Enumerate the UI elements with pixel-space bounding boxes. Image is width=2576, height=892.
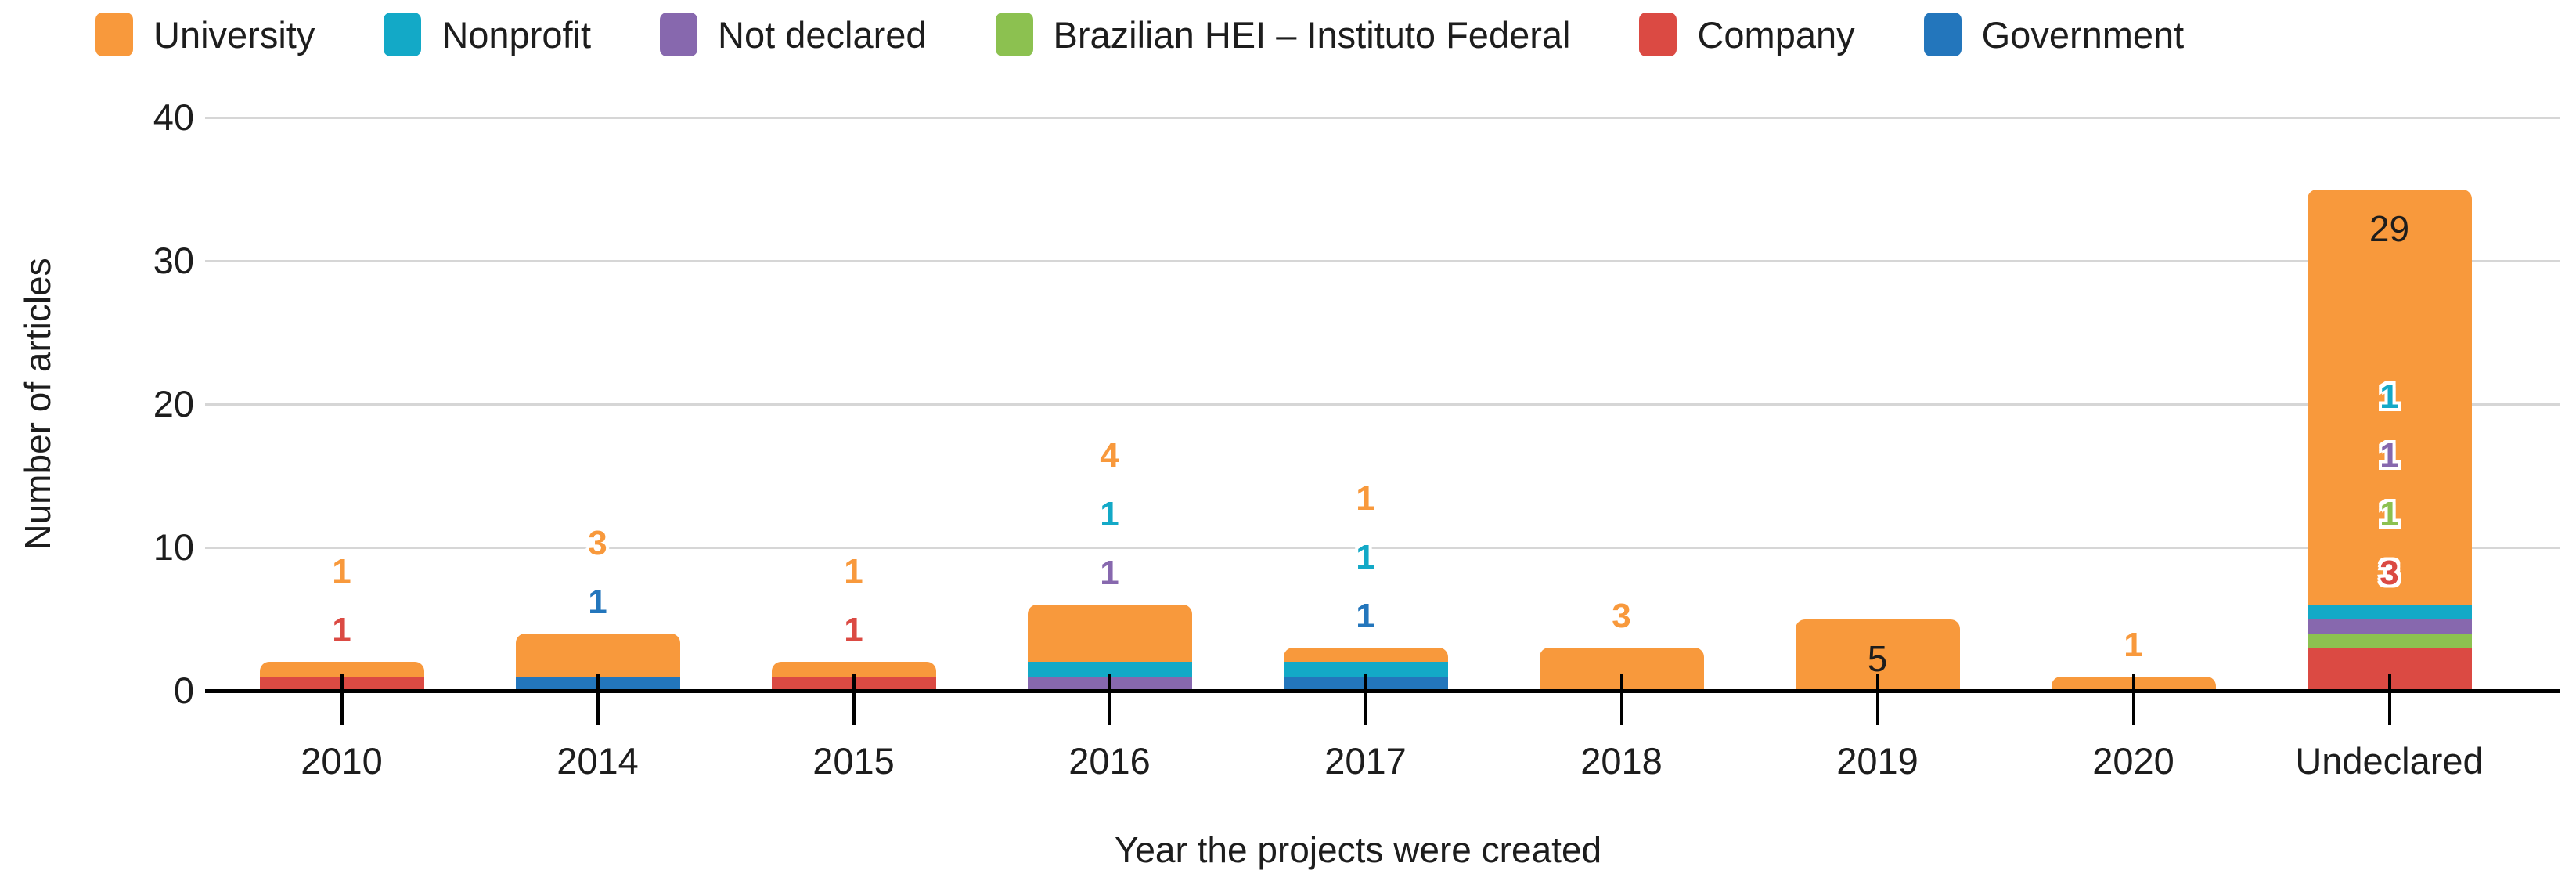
x-tick-label: 2017 (1324, 740, 1407, 782)
bar-segment (2307, 605, 2472, 619)
gridline (205, 116, 2560, 119)
bar-segment (1027, 662, 1192, 677)
legend-swatch-university (95, 13, 133, 56)
gridline (205, 546, 2560, 549)
x-axis-tick (1108, 674, 1111, 725)
legend-item: Company (1639, 13, 1855, 56)
bar-segment (2307, 633, 2472, 648)
legend-swatch-nonprofit (384, 13, 422, 56)
legend-item: University (95, 13, 315, 56)
legend-swatch-not-declared (660, 13, 698, 56)
y-tick-label: 30 (153, 240, 194, 281)
x-axis-tick (340, 674, 344, 725)
legend-label: Company (1697, 13, 1855, 56)
x-tick-label: 2019 (1836, 740, 1918, 782)
bar-segment (1283, 662, 1448, 677)
gridline (205, 259, 2560, 262)
bar-annotation: 1 (588, 582, 607, 621)
bar-segment (515, 633, 680, 677)
y-tick-label: 0 (173, 670, 194, 711)
bar-annotation: 4 (1100, 436, 1119, 475)
bar-annotation: 1 (844, 552, 863, 591)
bar-annotation: 1 (332, 552, 351, 591)
bar-annotation: 1 (1100, 495, 1119, 534)
legend-swatch-government (1923, 13, 1962, 56)
bar-annotation: 1 (2380, 495, 2399, 534)
legend-label: University (153, 13, 315, 56)
x-tick-label: 2015 (812, 740, 895, 782)
x-tick-label: 2020 (2092, 740, 2174, 782)
legend-label: Nonprofit (441, 13, 592, 56)
y-tick-label: 20 (153, 383, 194, 424)
x-axis-tick (1619, 674, 1623, 725)
bar-annotation: 1 (2380, 436, 2399, 475)
bar-segment (2307, 189, 2472, 605)
bar-segment (1027, 605, 1192, 663)
legend-item: Government (1923, 13, 2185, 56)
legend-label: Government (1981, 13, 2185, 56)
legend-swatch-brazilian-hei-instituto-federal (995, 13, 1033, 56)
bar-annotation: 1 (1100, 554, 1119, 593)
legend-item: Not declared (660, 13, 927, 56)
bar-segment (771, 662, 936, 677)
legend-swatch-company (1639, 13, 1677, 56)
chart-legend: University Nonprofit Not declared Brazilian… (95, 13, 2184, 56)
legend-label: Not declared (718, 13, 927, 56)
legend-item: Brazilian HEI – Instituto Federal (995, 13, 1571, 56)
x-tick-label: 2010 (301, 740, 383, 782)
x-axis-tick (2387, 674, 2391, 725)
bar-segment (1283, 648, 1448, 663)
y-tick-label: 40 (153, 96, 194, 138)
x-axis-tick (2131, 674, 2135, 725)
x-axis-tick (852, 674, 856, 725)
bar-annotation: 1 (1356, 538, 1375, 577)
legend-label: Brazilian HEI – Instituto Federal (1053, 13, 1571, 56)
bar-annotation: 1 (1356, 479, 1375, 518)
bar-annotation: 1 (844, 611, 863, 650)
bar-annotation: 3 (1612, 597, 1631, 636)
gridline (205, 403, 2560, 406)
x-axis-baseline (205, 688, 2560, 693)
bar-annotation: 1 (1356, 597, 1375, 636)
x-axis-tick (1875, 674, 1879, 725)
y-tick-label: 10 (153, 526, 194, 568)
bar-annotation: 29 (2369, 208, 2410, 249)
bar-annotation: 3 (2380, 554, 2399, 593)
bar-annotation: 1 (2380, 377, 2399, 417)
bar-segment (259, 662, 424, 677)
x-axis-title: Year the projects were created (1114, 829, 1602, 870)
bar-annotation: 1 (332, 611, 351, 650)
y-axis-title: Number of articles (17, 258, 58, 551)
bar-segment (2307, 619, 2472, 634)
x-tick-label: 2018 (1580, 740, 1663, 782)
bar-annotation: 3 (588, 523, 607, 562)
x-axis-tick (1364, 674, 1367, 725)
x-tick-label: 2014 (557, 740, 639, 782)
legend-item: Nonprofit (384, 13, 591, 56)
bar-annotation: 5 (1867, 637, 1888, 679)
x-axis-tick (596, 674, 600, 725)
x-tick-label: 2016 (1068, 740, 1151, 782)
x-tick-label: Undeclared (2295, 740, 2484, 782)
bar-annotation: 1 (2124, 625, 2143, 664)
